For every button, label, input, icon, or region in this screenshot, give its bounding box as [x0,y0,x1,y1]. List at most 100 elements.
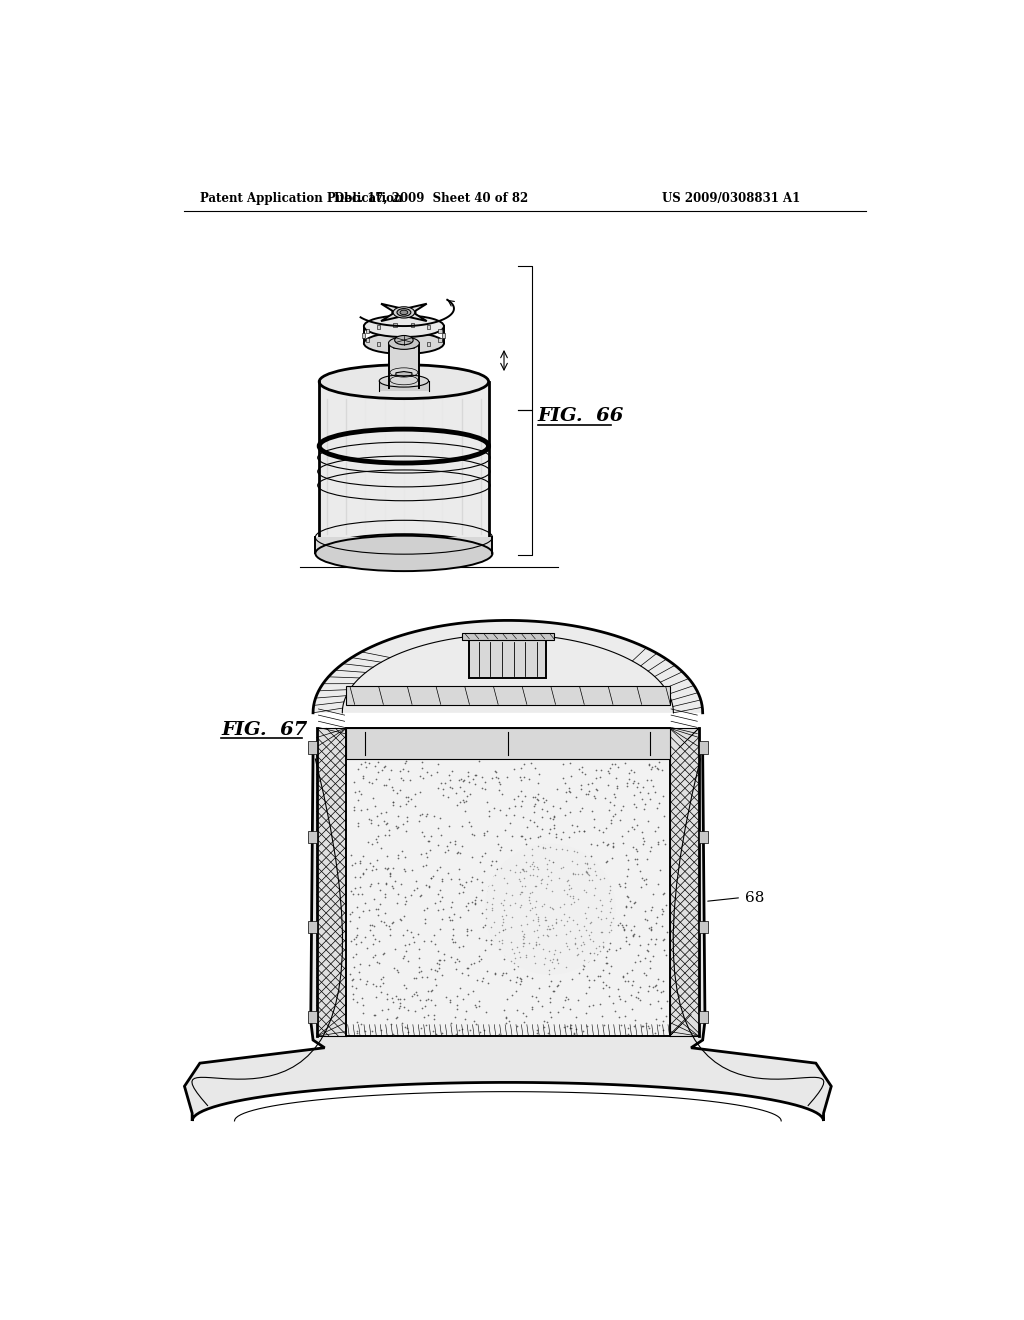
Point [527,952,544,973]
Point [504,909,520,931]
Text: Patent Application Publication: Patent Application Publication [200,191,402,205]
Point [524,859,541,880]
Point [583,873,599,894]
Point [579,1002,595,1023]
Point [544,915,560,936]
Point [526,855,543,876]
Point [370,762,386,783]
Point [540,865,556,886]
Point [530,891,547,912]
Point [455,882,471,903]
Point [522,899,539,920]
Point [495,908,511,929]
Point [577,916,593,937]
Point [342,843,358,865]
Point [436,949,453,970]
Point [429,777,445,799]
Point [447,1023,464,1044]
Point [579,854,595,875]
Point [443,1012,460,1034]
Point [350,812,367,833]
Point [489,767,506,788]
Point [584,772,600,793]
Polygon shape [427,325,430,330]
Point [478,820,495,841]
Point [445,932,462,953]
Point [496,920,512,941]
Point [592,759,608,780]
Point [529,920,546,941]
Polygon shape [378,342,381,346]
Point [350,759,367,780]
Point [551,867,567,888]
Point [395,997,412,1018]
Point [550,952,566,973]
Point [527,875,544,896]
Point [411,810,427,832]
Point [580,883,596,904]
Point [467,764,483,785]
Point [643,756,659,777]
Point [434,886,451,907]
Point [604,832,621,853]
Point [411,961,427,982]
Point [353,931,370,952]
Polygon shape [698,742,708,754]
Point [529,865,546,886]
Point [537,948,553,969]
Point [409,982,425,1003]
Point [562,894,579,915]
Point [625,972,641,993]
Point [424,979,440,1001]
Point [425,1008,441,1030]
Point [463,919,479,940]
Point [636,830,652,851]
Point [625,772,641,793]
Point [600,888,616,909]
Point [511,869,527,890]
Point [467,890,483,911]
Point [517,898,534,919]
Point [512,974,528,995]
Point [412,886,428,907]
Point [385,991,401,1012]
Point [398,940,415,961]
Point [544,880,560,902]
Point [588,767,604,788]
Point [443,928,460,949]
Point [634,788,650,809]
Point [358,970,375,991]
Point [414,758,430,779]
Point [543,870,559,891]
Point [437,772,454,793]
Point [649,756,666,777]
Point [376,774,392,795]
Point [558,956,574,977]
Point [465,824,481,845]
Point [630,982,646,1003]
Point [543,862,559,883]
Point [460,766,476,787]
Point [347,781,364,803]
Point [381,820,397,841]
Point [562,936,579,957]
Point [573,863,590,884]
Point [372,931,388,952]
Point [352,853,369,874]
Point [652,997,669,1018]
Point [645,945,662,966]
Point [468,764,484,785]
Point [412,990,428,1011]
Point [639,909,655,931]
Point [481,876,498,898]
Point [430,754,446,775]
Point [506,863,522,884]
Point [462,783,478,804]
Point [423,867,439,888]
Point [613,800,630,821]
Point [419,898,435,919]
Point [555,903,571,924]
Point [506,805,522,826]
Point [352,876,369,898]
Point [556,772,572,793]
